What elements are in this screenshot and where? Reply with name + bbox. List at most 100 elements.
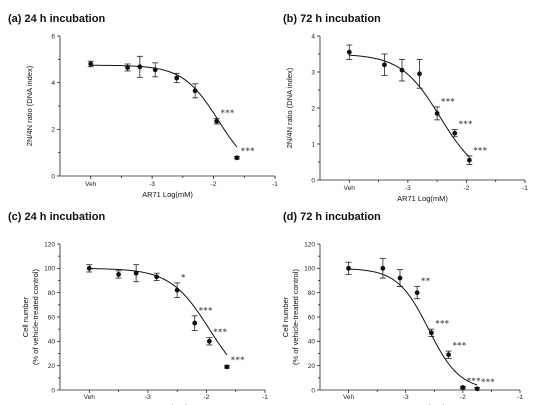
y-tick-label: 6 [51, 33, 55, 40]
y-tick-label: 120 [304, 241, 315, 248]
data-point [192, 320, 198, 326]
x-tick-label: Veh [84, 394, 96, 401]
x-tick-label: -2 [204, 394, 210, 401]
fit-curve [348, 268, 478, 386]
y-tick-label: 100 [304, 266, 315, 273]
data-point [152, 67, 158, 73]
significance-label: *** [231, 356, 245, 365]
data-point [88, 61, 94, 67]
data-point [399, 67, 405, 73]
x-axis-label: AR71 Log(mM) [397, 194, 448, 203]
x-tick-label: -2 [211, 181, 217, 188]
y-axis-label: Cell number(% of vehicle-treated control… [21, 269, 40, 365]
data-point [446, 352, 451, 358]
y-axis-label-line: (% of vehicle-treated control) [31, 269, 40, 365]
y-tick-label: 20 [48, 363, 56, 370]
data-point [154, 274, 160, 280]
y-tick-label: 2 [311, 105, 315, 112]
chart-panel-2: (c) 24 h incubation 0 20 40 60 80 100 120 Veh -3 -… [8, 211, 268, 405]
x-tick-label: -1 [262, 394, 268, 401]
data-point [466, 157, 472, 163]
data-point [382, 62, 387, 68]
y-axis-label: 2N/4N ratio (DNA index) [285, 67, 294, 148]
y-tick-label: 60 [308, 314, 316, 321]
data-point [380, 265, 386, 271]
data-point [174, 75, 180, 81]
y-tick-label: 120 [44, 241, 55, 248]
y-tick-label: 80 [308, 290, 316, 297]
y-axis-label-line: Cell number [21, 296, 30, 337]
data-point [174, 287, 180, 293]
data-point [397, 275, 403, 281]
chart-title: (c) 24 h incubation [8, 211, 105, 223]
significance-label: * [181, 273, 186, 282]
data-point [429, 330, 434, 336]
y-tick-label: 20 [308, 363, 316, 370]
significance-label: *** [435, 319, 449, 328]
y-tick-label: 40 [308, 339, 316, 346]
data-point [116, 272, 121, 277]
significance-label: ** [421, 277, 431, 286]
significance-label: *** [467, 376, 481, 385]
significance-label: *** [199, 306, 213, 315]
y-tick-label: 4 [311, 33, 315, 40]
x-tick-label: Veh [85, 181, 97, 188]
data-point [452, 130, 458, 136]
y-tick-label: 60 [48, 314, 56, 321]
significance-label: *** [453, 341, 467, 350]
x-tick-label: Veh [344, 185, 356, 192]
chart-panel-0: (a) 24 h incubation 0 2 4 6 Veh -3 -2 -1 AR71 Log… [8, 13, 278, 199]
x-axis-label: AR71 Log(mM) [142, 190, 193, 199]
fit-curve [349, 54, 470, 158]
data-point [460, 385, 466, 390]
y-tick-label: 0 [51, 387, 55, 394]
y-tick-label: 0 [311, 387, 315, 394]
significance-label: *** [241, 147, 255, 156]
significance-label: *** [459, 120, 473, 129]
x-tick-label: Veh [343, 394, 355, 401]
x-tick-label: -2 [460, 394, 466, 401]
significance-label: *** [481, 378, 495, 387]
significance-label: *** [213, 328, 227, 337]
x-axis-label: AR71 Log(mM) [137, 403, 188, 405]
y-tick-label: 80 [48, 290, 56, 297]
x-tick-label: -3 [403, 394, 409, 401]
data-point [214, 118, 220, 124]
y-axis-label-line: (% of vehicle-treated control) [291, 269, 300, 365]
data-point [234, 155, 240, 161]
data-point [414, 290, 420, 296]
significance-label: *** [221, 108, 235, 117]
x-axis-label: AR71 Log(mM) [395, 403, 446, 405]
fit-curve [90, 64, 238, 148]
data-point [474, 386, 480, 392]
significance-label: *** [473, 146, 487, 155]
significance-label: *** [441, 97, 455, 106]
data-point [346, 49, 352, 55]
chart-panel-3: (d) 72 h incubation 0 20 40 60 80 100 120 Veh -3 -… [281, 211, 523, 405]
y-tick-label: 0 [311, 177, 315, 184]
y-axis-label: 2N/4N ratio (DNA index) [25, 65, 34, 146]
y-tick-label: 4 [51, 80, 55, 87]
data-point [417, 71, 422, 77]
data-point [434, 111, 440, 116]
data-point [137, 64, 143, 70]
x-tick-label: -3 [145, 394, 151, 401]
chart-title: (d) 72 h incubation [283, 211, 381, 223]
x-tick-label: -1 [522, 185, 528, 192]
x-tick-label: -2 [464, 185, 470, 192]
y-axis-label-line: Cell number [281, 296, 290, 337]
x-tick-label: -3 [405, 185, 411, 192]
y-tick-label: 100 [44, 266, 55, 273]
x-tick-label: -3 [149, 181, 155, 188]
y-tick-label: 1 [311, 141, 315, 148]
chart-title: (b) 72 h incubation [283, 13, 381, 25]
x-tick-label: -1 [272, 181, 278, 188]
data-point [192, 88, 198, 94]
y-axis-label: Cell number(% of vehicle-treated control… [281, 269, 300, 365]
y-tick-label: 2 [51, 127, 55, 134]
x-tick-label: -1 [517, 394, 523, 401]
data-point [133, 270, 139, 276]
chart-panel-1: (b) 72 h incubation 0 1 2 3 4 Veh -3 -2 -1 AR71 Lo… [283, 13, 528, 203]
y-tick-label: 3 [311, 69, 315, 76]
